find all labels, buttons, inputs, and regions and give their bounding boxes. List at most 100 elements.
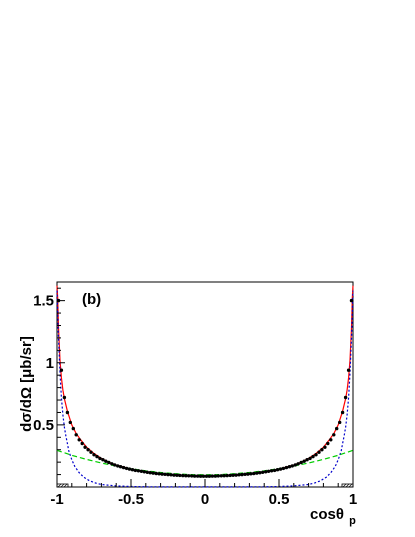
plot-frame bbox=[56, 281, 354, 488]
y-tick-label: 1.5 bbox=[33, 293, 54, 310]
data-point bbox=[204, 474, 209, 478]
data-point bbox=[116, 464, 120, 468]
x-axis-title: cosθ p bbox=[310, 506, 356, 527]
data-point bbox=[65, 410, 70, 415]
data-point bbox=[83, 445, 87, 449]
data-point bbox=[118, 465, 123, 469]
data-point bbox=[145, 470, 149, 474]
data-point bbox=[246, 472, 250, 476]
data-point bbox=[258, 471, 262, 475]
data-point bbox=[169, 473, 173, 477]
data-point bbox=[326, 441, 330, 446]
data-point bbox=[198, 474, 203, 478]
data-point bbox=[266, 469, 271, 473]
y-tick-label: 1 bbox=[46, 355, 54, 372]
data-point bbox=[343, 395, 348, 400]
x-tick-label: 0 bbox=[201, 491, 209, 508]
data-point bbox=[234, 473, 238, 477]
data-point bbox=[323, 445, 327, 449]
x-tick-label: -0.5 bbox=[118, 491, 144, 508]
data-point bbox=[311, 454, 315, 459]
series-line-dashed bbox=[56, 449, 354, 476]
data-point bbox=[172, 473, 176, 477]
data-point bbox=[216, 474, 220, 478]
data-point bbox=[133, 468, 138, 473]
data-point bbox=[110, 462, 114, 466]
x-axis-title-main: cosθ bbox=[310, 506, 344, 523]
data-point bbox=[346, 368, 351, 372]
data-point bbox=[243, 472, 247, 476]
data-point bbox=[151, 471, 155, 475]
data-point bbox=[207, 474, 212, 478]
data-point bbox=[308, 456, 312, 461]
data-point bbox=[195, 474, 200, 478]
data-point bbox=[98, 456, 102, 461]
data-point bbox=[160, 472, 164, 476]
data-point bbox=[314, 453, 318, 457]
data-point bbox=[272, 468, 277, 473]
data-point bbox=[154, 471, 158, 476]
data-point bbox=[178, 473, 182, 478]
data-point bbox=[59, 368, 64, 372]
data-point bbox=[157, 472, 161, 476]
data-point bbox=[349, 298, 354, 303]
ticks-layer: -1 -0.5 0 0.5 1 0.5 1 1.5 bbox=[33, 287, 357, 508]
data-point bbox=[222, 474, 226, 478]
data-point bbox=[89, 450, 93, 454]
data-point bbox=[261, 470, 265, 474]
data-point bbox=[305, 458, 309, 462]
data-point bbox=[213, 474, 218, 478]
data-point bbox=[293, 463, 297, 467]
data-point bbox=[302, 459, 306, 463]
panel-label: (b) bbox=[82, 291, 101, 308]
data-point bbox=[80, 441, 84, 446]
data-point bbox=[269, 469, 274, 473]
data-point bbox=[148, 471, 152, 475]
data-point bbox=[329, 438, 333, 442]
data-point bbox=[320, 448, 324, 452]
data-point bbox=[201, 474, 206, 478]
data-point bbox=[163, 472, 167, 476]
data-point bbox=[130, 468, 135, 472]
data-point bbox=[166, 472, 170, 477]
data-point bbox=[71, 426, 76, 431]
data-point bbox=[62, 395, 67, 400]
x-axis-title-sub: p bbox=[349, 515, 356, 527]
x-tick-label: 0.5 bbox=[269, 491, 290, 508]
data-point bbox=[107, 460, 111, 465]
data-point bbox=[338, 420, 342, 425]
data-point bbox=[290, 464, 294, 468]
data-point bbox=[264, 470, 268, 474]
data-point bbox=[136, 469, 141, 473]
series-layer bbox=[56, 285, 354, 488]
y-tick-label: 0.5 bbox=[33, 417, 54, 434]
x-tick-label: -1 bbox=[50, 491, 63, 508]
data-point bbox=[113, 463, 117, 467]
data-point bbox=[68, 420, 73, 425]
data-point bbox=[175, 473, 179, 477]
data-point bbox=[231, 473, 235, 477]
data-point bbox=[181, 473, 185, 478]
data-point bbox=[77, 438, 81, 442]
data-point bbox=[86, 448, 90, 452]
data-point bbox=[299, 460, 303, 465]
data-point bbox=[255, 471, 259, 475]
data-point bbox=[287, 465, 292, 469]
data-point bbox=[121, 465, 126, 470]
data-point bbox=[95, 454, 99, 459]
data-point bbox=[275, 468, 280, 472]
data-point bbox=[240, 472, 244, 477]
y-axis-title: dσ/dΩ [μb/sr] bbox=[18, 336, 35, 432]
series-line-solid bbox=[56, 285, 354, 477]
data-point bbox=[225, 473, 229, 478]
data-point bbox=[101, 458, 105, 462]
series-line-dotted bbox=[56, 290, 354, 488]
data-point bbox=[284, 465, 289, 470]
data-point bbox=[127, 467, 132, 471]
data-point bbox=[190, 474, 194, 478]
data-point bbox=[184, 474, 188, 478]
data-point bbox=[252, 471, 256, 476]
data-point bbox=[142, 470, 146, 474]
data-point bbox=[340, 410, 345, 415]
data-point bbox=[187, 474, 191, 478]
